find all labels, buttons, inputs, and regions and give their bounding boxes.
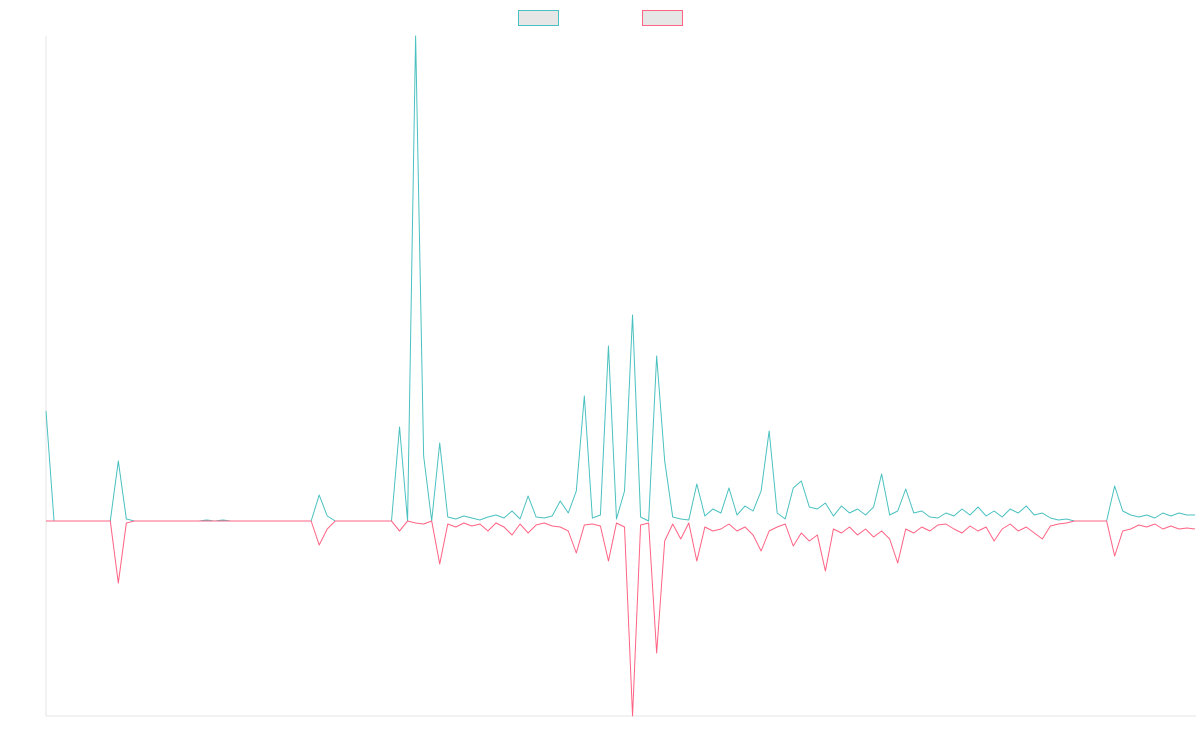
data-line: [46, 520, 1196, 717]
legend-swatch: [518, 10, 559, 26]
data-line: [45, 35, 1195, 522]
legend-swatch: [642, 10, 683, 26]
